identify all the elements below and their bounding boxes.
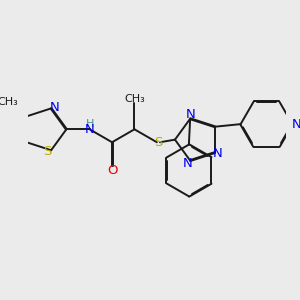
Text: S: S <box>43 145 52 158</box>
Text: N: N <box>185 108 195 121</box>
Text: CH₃: CH₃ <box>124 94 145 104</box>
Text: O: O <box>107 164 117 177</box>
Text: CH₃: CH₃ <box>0 97 18 107</box>
Text: N: N <box>50 100 59 114</box>
Text: N: N <box>183 157 193 170</box>
Text: S: S <box>154 136 162 149</box>
Text: N: N <box>292 118 300 130</box>
Text: N: N <box>85 123 94 136</box>
Text: H: H <box>85 118 94 129</box>
Text: N: N <box>212 147 222 161</box>
